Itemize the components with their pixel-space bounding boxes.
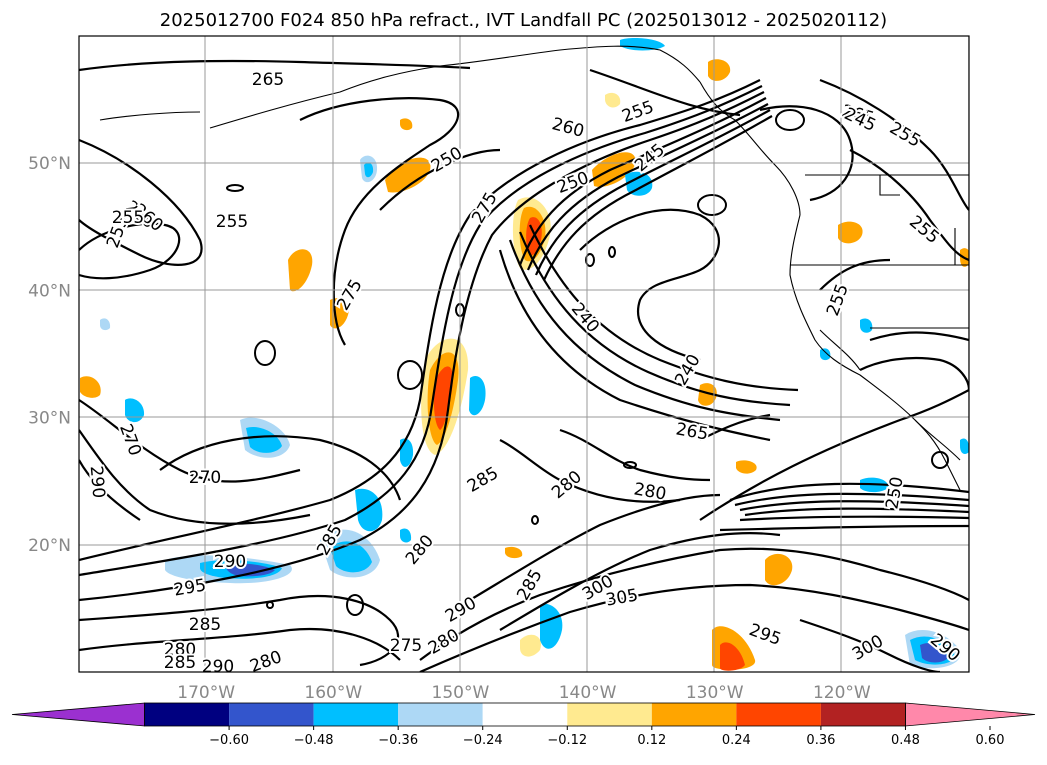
colorbar-tick-label: −0.48	[294, 733, 334, 748]
lon-label: 130°W	[686, 683, 744, 703]
colorbar-bin	[398, 703, 483, 726]
longitude-labels: 170°W 160°W 150°W 140°W 130°W 120°W	[177, 683, 871, 703]
graticule	[79, 36, 969, 672]
contour-label: 280	[164, 640, 196, 660]
contour-label: 285	[189, 615, 221, 635]
colorbar-tick-labels: −0.60 −0.48 −0.36 −0.24 −0.12 0.12 0.24 0.36 0.4…	[209, 726, 1004, 748]
colorbar-tick-label: −0.12	[547, 733, 587, 748]
ivt-contours	[79, 59, 969, 672]
colorbar-tick-label: −0.36	[378, 733, 418, 748]
colorbar-tick-label: 0.36	[806, 733, 835, 748]
lon-label: 140°W	[559, 683, 617, 703]
colorbar-bin	[736, 703, 821, 726]
colorbar-tick-label: −0.24	[463, 733, 503, 748]
colorbar-bin	[651, 703, 737, 726]
colorbar-tick-label: 0.48	[891, 733, 920, 748]
lat-label: 40°N	[28, 281, 71, 301]
lat-label: 30°N	[28, 409, 71, 429]
map-frame	[78, 35, 970, 673]
contour-label: 270	[189, 468, 221, 488]
colorbar-bin	[482, 703, 568, 726]
colorbar-bin	[229, 703, 314, 726]
contour-label: 265	[252, 70, 284, 90]
colorbar-bin	[313, 703, 399, 726]
colorbar-tick-label: 0.24	[722, 733, 751, 748]
small-contours	[226, 109, 949, 616]
contour-label: 285	[164, 653, 196, 673]
colorbar-bin	[144, 703, 230, 726]
lon-label: 120°W	[813, 683, 871, 703]
contour-label: 290	[214, 552, 246, 572]
colorbar-tick-label: 0.60	[976, 733, 1005, 748]
colorbar-extend-min	[11, 702, 145, 727]
colorbar	[11, 702, 1036, 727]
figure-title: 2025012700 F024 850 hPa refract., IVT La…	[159, 10, 888, 31]
colorbar-tick-label: −0.60	[209, 733, 249, 748]
colorbar-bin	[567, 703, 652, 726]
lat-label: 50°N	[28, 154, 71, 174]
lat-label: 20°N	[28, 536, 71, 556]
contour-label: 290	[86, 465, 109, 499]
lon-label: 150°W	[432, 683, 490, 703]
colorbar-extend-max	[905, 702, 1036, 727]
contour-label: 290	[202, 657, 234, 677]
latitude-labels: 50°N 40°N 30°N 20°N	[28, 154, 71, 556]
colorbar-bin	[820, 703, 906, 726]
contour-label: 275	[390, 636, 422, 656]
coastlines	[99, 36, 969, 672]
colorbar-tick-label: 0.12	[637, 733, 666, 748]
contour-label: 255	[112, 208, 144, 228]
lon-label: 160°W	[304, 683, 362, 703]
colorbar-outline	[144, 702, 906, 727]
lon-label: 170°W	[177, 683, 235, 703]
contour-label: 255	[216, 212, 248, 232]
